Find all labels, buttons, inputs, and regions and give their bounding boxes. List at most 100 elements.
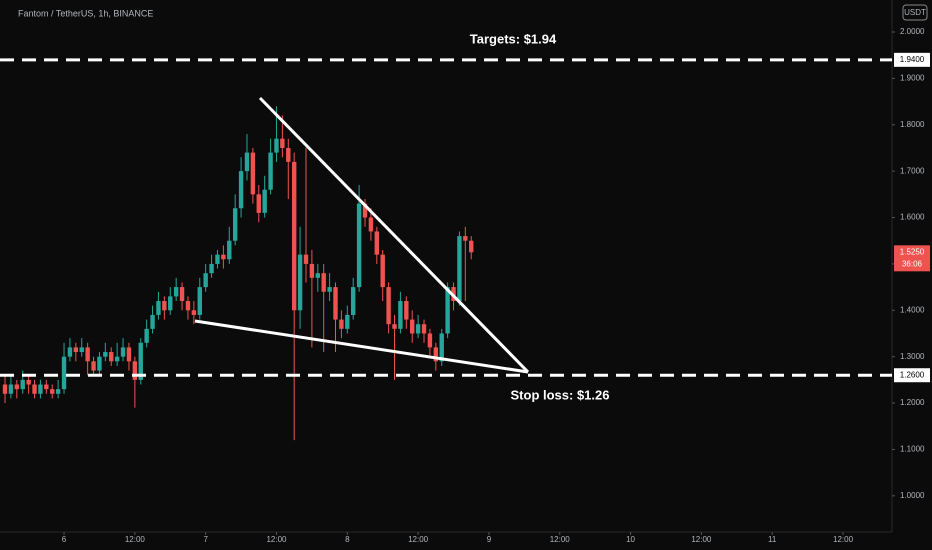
candle-body <box>20 379 25 390</box>
candle-body <box>221 254 226 260</box>
x-tick-label: 9 <box>487 535 492 544</box>
candle-body <box>67 347 73 357</box>
candle-body <box>268 152 273 190</box>
candle-body <box>215 254 220 264</box>
candle-body <box>203 273 208 288</box>
last-price: 1.5250 <box>900 247 925 256</box>
candle-body <box>457 236 462 302</box>
candle-body <box>380 254 385 288</box>
candle-body <box>309 263 315 278</box>
candle-body <box>132 361 138 380</box>
candle-body <box>392 324 397 329</box>
x-tick-label: 12:00 <box>408 535 429 544</box>
candle-body <box>244 152 250 172</box>
candle-body <box>368 217 374 232</box>
x-tick-label: 12:00 <box>691 535 712 544</box>
x-tick-label: 12:00 <box>550 535 571 544</box>
candle-body <box>274 138 279 153</box>
candle-body <box>250 152 256 195</box>
candle-body <box>61 356 67 390</box>
candle-body <box>138 342 143 380</box>
trendline-lower <box>194 319 529 374</box>
candle-body <box>50 389 55 394</box>
candle-body <box>256 194 261 213</box>
candle-body <box>374 231 380 255</box>
candle-body <box>162 301 167 311</box>
candle-body <box>398 301 403 329</box>
candle-body <box>109 352 114 362</box>
candle-body <box>168 296 173 311</box>
annotation: Stop loss: $1.26 <box>511 388 610 403</box>
x-tick-label: 6 <box>62 535 67 544</box>
candle-body <box>262 189 267 213</box>
x-tick-label: 12:00 <box>125 535 146 544</box>
candle-body <box>73 347 79 353</box>
x-tick-label: 8 <box>345 535 350 544</box>
candle-body <box>286 147 291 162</box>
candle-body <box>173 287 179 297</box>
candle-body <box>120 347 126 357</box>
y-tick-label: 1.2000 <box>900 398 925 407</box>
candle-body <box>280 138 285 148</box>
candle-body <box>150 314 155 329</box>
level-label: 1.9400 <box>900 55 925 64</box>
candle-body <box>85 347 90 362</box>
level-label-box <box>894 52 930 67</box>
candle-body <box>32 384 37 394</box>
candle-body <box>44 384 49 390</box>
y-tick-label: 2.0000 <box>900 27 925 36</box>
y-tick-label: 1.1000 <box>900 445 925 454</box>
x-tick-label: 11 <box>768 535 777 544</box>
candle-body <box>315 273 320 278</box>
candle-body <box>14 384 20 390</box>
candle-body <box>179 287 185 302</box>
candle-body <box>79 347 84 353</box>
countdown: 36:06 <box>902 259 923 268</box>
currency[interactable]: USDT <box>904 8 926 17</box>
candle-body <box>238 171 244 209</box>
candle-body <box>345 314 350 329</box>
candle-body <box>114 356 120 362</box>
level-label: 1.2600 <box>900 370 925 379</box>
y-tick-label: 1.7000 <box>900 166 925 175</box>
candle-body <box>191 310 197 315</box>
annotation: Targets: $1.94 <box>470 31 557 46</box>
candle-body <box>144 328 149 343</box>
x-tick-label: 12:00 <box>266 535 287 544</box>
candle-body <box>209 263 214 274</box>
candle-body <box>291 161 297 311</box>
level-label-box <box>894 368 930 383</box>
candle-body <box>339 319 344 329</box>
candle-body <box>303 254 309 264</box>
candle-body <box>232 208 238 241</box>
candle-body <box>2 384 8 394</box>
candle-body <box>185 301 191 311</box>
currency-box[interactable] <box>902 4 928 21</box>
y-tick-label: 1.8000 <box>900 120 925 129</box>
y-tick-label: 1.3000 <box>900 352 925 361</box>
candle-body <box>126 347 132 362</box>
candle-body <box>410 319 415 334</box>
trendline-upper <box>258 96 530 374</box>
candle-body <box>38 384 43 394</box>
y-tick-label: 1.0000 <box>900 491 925 500</box>
x-tick-label: 12:00 <box>833 535 854 544</box>
candle-body <box>321 273 326 292</box>
candle-body <box>463 236 468 241</box>
candle-body <box>327 287 332 292</box>
y-tick-label: 1.9000 <box>900 73 925 82</box>
candle-body <box>356 203 362 288</box>
y-tick-label: 1.6000 <box>900 213 925 222</box>
candle-body <box>427 333 433 348</box>
candle-body <box>469 240 474 253</box>
candle-body <box>91 361 96 371</box>
candle-body <box>297 254 303 311</box>
chart-title: Fantom / TetherUS, 1h, BINANCE <box>18 8 153 18</box>
candle-body <box>333 287 338 320</box>
candle-body <box>415 324 421 334</box>
x-tick-label: 10 <box>626 535 635 544</box>
candle-body <box>97 356 102 371</box>
candle-body <box>55 389 61 394</box>
